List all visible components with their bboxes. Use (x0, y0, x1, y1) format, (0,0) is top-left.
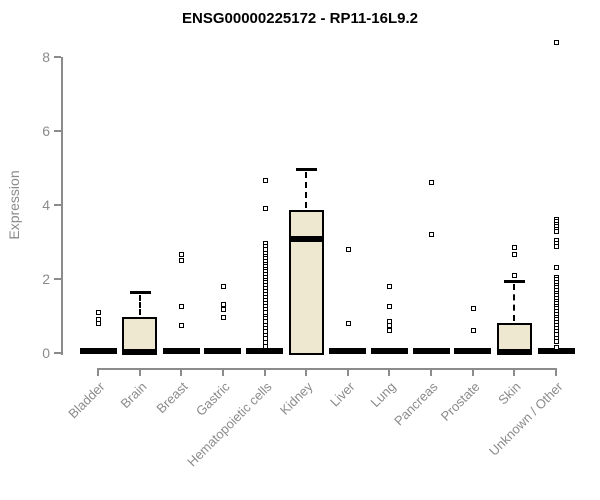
zero-bar-unknown-other (537, 348, 575, 354)
data-point-hematopoietic-cells (262, 344, 268, 349)
data-point-breast (179, 323, 185, 328)
y-tick-4 (54, 204, 61, 206)
data-point-unknown-other (554, 265, 560, 270)
y-tick-label-0: 0 (42, 345, 50, 361)
data-point-gastric (220, 284, 226, 289)
zero-bar-bladder (79, 348, 117, 354)
x-tick-kidney (305, 368, 308, 376)
zero-bar-pancreas (412, 348, 450, 354)
data-point-bladder (96, 321, 101, 326)
x-tick-pancreas (430, 368, 433, 376)
data-point-gastric (220, 307, 226, 312)
whisker-brain (138, 294, 141, 316)
data-point-hematopoietic-cells (262, 178, 268, 183)
x-axis-line (97, 368, 558, 370)
x-tick-hematopoietic-cells (263, 368, 266, 376)
y-tick-label-2: 2 (42, 271, 50, 287)
data-point-unknown-other (554, 339, 560, 344)
zero-bar-lung (370, 348, 408, 354)
x-tick-prostate (471, 368, 474, 376)
data-point-skin (512, 245, 518, 250)
zero-bar-liver (329, 348, 367, 354)
zero-bar-prostate (454, 348, 492, 354)
whisker-cap-skin (504, 279, 526, 283)
data-point-lung (387, 304, 393, 309)
data-point-liver (345, 247, 351, 252)
x-tick-breast (180, 368, 183, 376)
y-tick-label-6: 6 (42, 123, 50, 139)
y-tick-2 (54, 278, 61, 280)
data-point-lung (387, 323, 393, 328)
data-point-bladder (96, 310, 101, 315)
data-point-unknown-other (554, 229, 560, 234)
y-tick-label-4: 4 (42, 197, 50, 213)
data-point-prostate (470, 328, 476, 333)
data-point-gastric (220, 315, 226, 320)
whisker-cap-brain (129, 290, 151, 294)
data-point-hematopoietic-cells (262, 206, 268, 211)
zero-bar-gastric (204, 348, 242, 354)
x-tick-liver (346, 368, 349, 376)
y-tick-label-8: 8 (42, 49, 50, 65)
whisker-kidney (305, 172, 308, 208)
data-point-lung (387, 328, 393, 333)
median-brain (122, 349, 158, 355)
data-point-unknown-other (554, 40, 560, 45)
data-point-lung (387, 284, 393, 289)
x-tick-bladder (97, 368, 99, 376)
y-tick-6 (54, 130, 61, 132)
box-kidney (288, 209, 324, 355)
data-point-unknown-other (554, 345, 560, 350)
y-tick-8 (54, 56, 61, 58)
data-point-gastric (220, 302, 226, 307)
median-skin (496, 349, 532, 355)
x-tick-brain (138, 368, 141, 376)
data-point-pancreas (429, 232, 435, 237)
data-point-unknown-other (554, 244, 560, 249)
chart-title: ENSG00000225172 - RP11-16L9.2 (182, 10, 418, 27)
box-brain (122, 317, 158, 355)
data-point-breast (179, 258, 185, 263)
zero-bar-hematopoietic-cells (246, 348, 284, 354)
x-tick-skin (513, 368, 516, 376)
y-axis-line (61, 57, 63, 355)
x-tick-unknown-other (555, 368, 558, 376)
data-point-breast (179, 304, 185, 309)
y-tick-0 (54, 352, 61, 354)
data-point-prostate (470, 306, 476, 311)
data-point-breast (179, 252, 185, 257)
whisker-skin (513, 283, 516, 322)
median-kidney (288, 236, 324, 243)
data-point-pancreas (429, 180, 435, 185)
data-point-skin (512, 273, 518, 278)
data-point-liver (345, 321, 351, 326)
x-tick-gastric (221, 368, 224, 376)
whisker-cap-kidney (296, 168, 318, 172)
data-point-skin (512, 252, 518, 257)
zero-bar-breast (162, 348, 200, 354)
x-tick-lung (388, 368, 391, 376)
